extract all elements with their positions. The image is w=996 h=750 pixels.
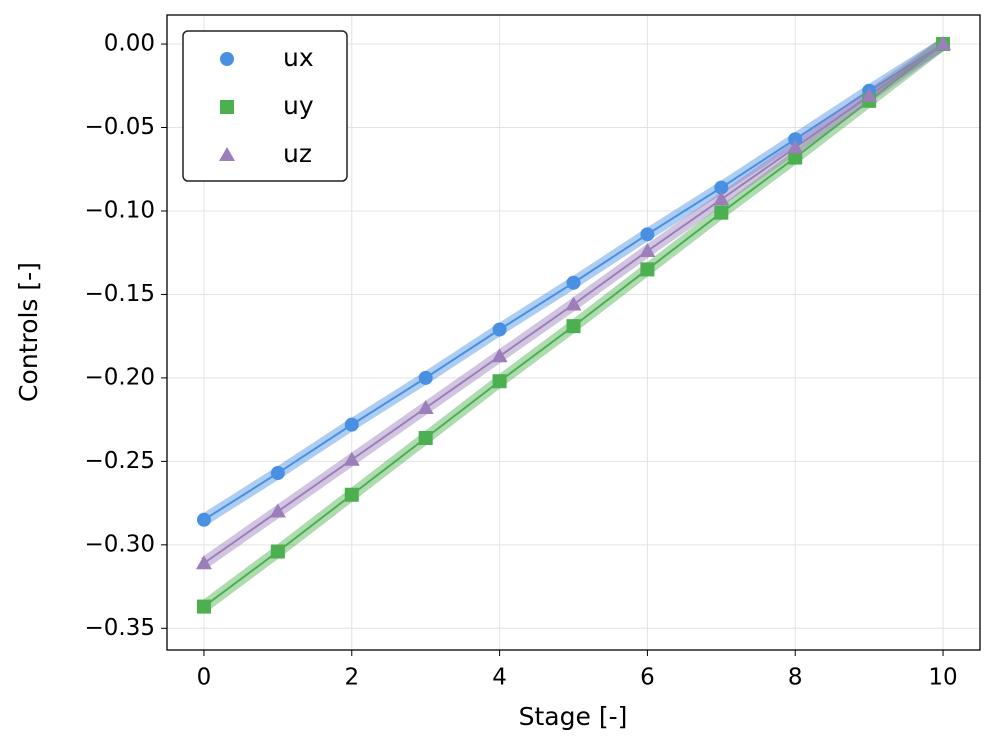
legend-label: uy [283,91,314,120]
marker [344,417,359,432]
marker [270,544,285,559]
marker [343,451,360,466]
marker [713,191,730,206]
y-tick-label: −0.05 [85,114,155,140]
marker [788,132,803,147]
marker [639,243,656,258]
marker [861,87,878,102]
x-tick-label: 0 [197,665,212,691]
legend-box [182,30,348,182]
y-tick-label: 0.00 [104,31,155,57]
marker [220,100,234,114]
y-tick-label: −0.15 [85,281,155,307]
y-axis-label: Controls [-] [14,262,43,402]
marker [788,150,803,165]
marker [195,555,212,570]
x-tick-label: 10 [928,665,957,691]
marker [491,348,508,363]
marker [220,52,234,66]
marker [565,296,582,311]
y-tick-label: −0.10 [85,197,155,223]
y-tick-label: −0.20 [85,364,155,390]
marker [270,466,285,481]
y-tick-label: −0.35 [85,615,155,641]
marker [196,599,211,614]
marker [714,180,729,195]
marker [269,503,286,518]
y-tick-label: −0.25 [85,448,155,474]
marker [566,275,581,290]
marker [492,374,507,389]
marker [418,370,433,385]
marker [566,319,581,334]
legend-label: ux [283,43,314,72]
marker [418,430,433,445]
plot-frame [166,14,981,651]
x-tick-label: 8 [788,665,803,691]
marker [417,399,434,414]
legend-label: uz [283,139,312,168]
y-tick-label: −0.30 [85,531,155,557]
marker [344,487,359,502]
x-tick-label: 2 [344,665,359,691]
x-axis-label: Stage [-] [519,702,628,731]
marker [219,147,235,161]
marker [714,205,729,220]
marker [787,139,804,154]
marker [640,227,655,242]
x-tick-label: 6 [640,665,655,691]
x-tick-label: 4 [492,665,507,691]
marker [492,322,507,337]
marker [935,36,952,51]
marker [196,512,211,527]
marker [640,262,655,277]
